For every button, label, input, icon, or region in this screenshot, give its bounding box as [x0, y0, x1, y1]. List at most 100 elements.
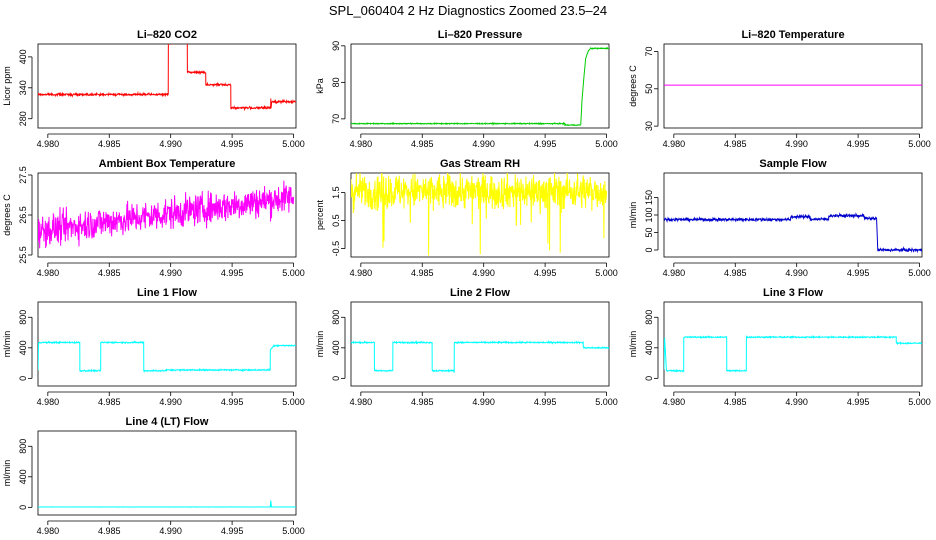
chart-title: Li–820 CO2 — [137, 29, 197, 41]
chart-title: Line 2 Flow — [450, 287, 510, 299]
series-line — [664, 334, 922, 374]
series-line — [38, 44, 296, 112]
chart-title: Li–820 Pressure — [438, 29, 522, 41]
x-tick-label: 4.990 — [159, 397, 182, 407]
x-tick-label: 5.000 — [282, 526, 305, 536]
x-tick-label: 4.990 — [785, 139, 808, 149]
series-line — [38, 500, 296, 508]
y-axis-label: percent — [315, 199, 325, 230]
x-tick-label: 4.995 — [534, 268, 557, 278]
y-tick-label: 90 — [331, 41, 341, 51]
x-tick-label: 4.980 — [663, 139, 686, 149]
y-tick-label: 26.5 — [18, 206, 28, 224]
x-tick-label: 4.990 — [159, 139, 182, 149]
x-tick-label: 4.995 — [847, 397, 870, 407]
series-line — [38, 180, 295, 249]
x-tick-label: 4.990 — [785, 268, 808, 278]
x-tick-label: 4.995 — [221, 526, 244, 536]
y-tick-label: 0 — [644, 376, 654, 381]
x-tick-label: 4.980 — [37, 139, 60, 149]
plot-frame — [37, 43, 297, 129]
x-tick-label: 5.000 — [908, 397, 931, 407]
chart-title: Li–820 Temperature — [741, 29, 844, 41]
x-tick-label: 4.995 — [221, 397, 244, 407]
y-tick-label: 50 — [644, 227, 654, 237]
x-tick-label: 5.000 — [595, 397, 618, 407]
y-tick-label: 100 — [644, 207, 654, 222]
x-tick-label: 5.000 — [908, 268, 931, 278]
y-tick-label: 800 — [18, 439, 28, 454]
y-tick-label: 50 — [644, 84, 654, 94]
plot-frame — [350, 43, 610, 129]
x-tick-label: 4.985 — [411, 268, 434, 278]
y-axis-label: ml/min — [628, 202, 638, 229]
x-tick-label: 4.985 — [98, 526, 121, 536]
plot-frame — [663, 43, 923, 129]
x-tick-label: 4.985 — [411, 397, 434, 407]
chart-title: Line 3 Flow — [763, 287, 823, 299]
plot-frame — [37, 301, 297, 387]
x-tick-label: 4.985 — [411, 139, 434, 149]
series-line — [664, 212, 922, 254]
x-tick-label: 4.995 — [847, 268, 870, 278]
y-axis-label: ml/min — [2, 331, 12, 358]
y-tick-label: 0 — [18, 376, 28, 381]
x-tick-label: 5.000 — [282, 268, 305, 278]
y-axis-label: ml/min — [2, 460, 12, 487]
plot-frame — [37, 172, 297, 258]
x-tick-label: 5.000 — [908, 139, 931, 149]
chart-panel: Line 4 (LT) Flow 4.980 4.985 4.990 4.995 5.00… — [2, 416, 305, 536]
x-tick-label: 4.990 — [159, 268, 182, 278]
y-tick-label: 400 — [18, 469, 28, 484]
x-tick-label: 4.995 — [221, 268, 244, 278]
plot-frame — [663, 301, 923, 387]
x-tick-label: 4.990 — [472, 139, 495, 149]
y-tick-label: 1.5 — [331, 186, 341, 199]
series-line — [351, 173, 608, 256]
y-tick-label: 0 — [644, 247, 654, 252]
x-tick-label: 4.995 — [534, 397, 557, 407]
y-axis-label: degrees C — [2, 194, 12, 236]
y-tick-label: 800 — [331, 310, 341, 325]
plot-frame — [350, 301, 610, 387]
y-tick-label: 400 — [18, 49, 28, 64]
y-tick-label: 80 — [331, 77, 341, 87]
y-tick-label: 800 — [644, 310, 654, 325]
y-tick-label: 30 — [644, 121, 654, 131]
y-tick-label: 27.5 — [18, 166, 28, 184]
y-tick-label: 0.5 — [331, 214, 341, 227]
chart-panel: Li–820 Temperature 4.980 4.985 4.990 4.995 5.… — [628, 29, 931, 149]
x-tick-label: 4.980 — [37, 526, 60, 536]
y-axis-label: kPa — [315, 78, 325, 94]
x-tick-label: 4.985 — [98, 139, 121, 149]
x-tick-label: 4.995 — [221, 139, 244, 149]
x-tick-label: 4.980 — [663, 268, 686, 278]
panels-group: Li–820 CO2 4.980 4.985 4.990 4.995 5.000 280 34… — [2, 29, 931, 536]
y-tick-label: 70 — [331, 114, 341, 124]
y-axis-label: Licor ppm — [2, 66, 12, 106]
x-tick-label: 4.985 — [724, 397, 747, 407]
y-tick-label: 0 — [18, 505, 28, 510]
x-tick-label: 4.980 — [37, 397, 60, 407]
chart-panel: Li–820 Pressure 4.980 4.985 4.990 4.995 5.000… — [315, 29, 618, 149]
series-line — [351, 46, 609, 127]
chart-panel: Gas Stream RH 4.980 4.985 4.990 4.995 5.000 -0… — [315, 158, 618, 278]
chart-title: Sample Flow — [759, 158, 827, 170]
y-tick-label: 25.5 — [18, 246, 28, 264]
x-tick-label: 4.985 — [724, 268, 747, 278]
x-tick-label: 4.990 — [785, 397, 808, 407]
x-tick-label: 4.980 — [37, 268, 60, 278]
y-axis-label: ml/min — [315, 331, 325, 358]
plot-frame — [663, 172, 923, 258]
chart-panel: Line 2 Flow 4.980 4.985 4.990 4.995 5.000 0 400… — [315, 287, 618, 407]
y-tick-label: 400 — [644, 340, 654, 355]
chart-panel: Sample Flow 4.980 4.985 4.990 4.995 5.000 0 50 1… — [628, 158, 931, 278]
chart-title: Line 1 Flow — [137, 287, 197, 299]
x-tick-label: 5.000 — [595, 268, 618, 278]
y-axis-label: ml/min — [628, 331, 638, 358]
plot-frame — [350, 172, 610, 258]
y-axis-label: degrees C — [628, 65, 638, 107]
x-tick-label: 4.990 — [472, 397, 495, 407]
x-tick-label: 4.985 — [98, 397, 121, 407]
